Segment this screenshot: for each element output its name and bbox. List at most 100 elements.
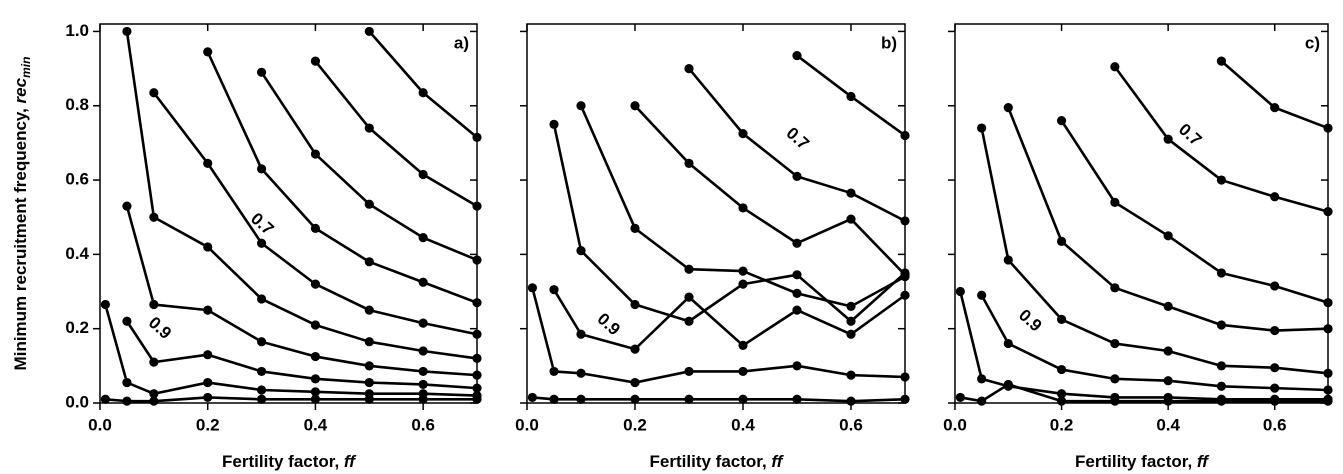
data-point [1056, 116, 1067, 126]
plot-frame [526, 23, 906, 404]
data-point [310, 387, 321, 397]
data-point [418, 318, 428, 328]
data-point [630, 377, 640, 388]
x-axis-label-var: ff [771, 452, 784, 471]
series-line [125, 320, 478, 390]
data-point [738, 203, 748, 213]
data-point [1270, 396, 1280, 406]
panel-label: b) [881, 33, 897, 52]
y-tick-label: 0.2 [65, 318, 89, 337]
data-point [792, 50, 802, 61]
data-point [1003, 338, 1013, 349]
data-point [418, 346, 428, 356]
panel-label: a) [454, 33, 469, 52]
data-point [418, 169, 428, 180]
data-point [738, 266, 748, 276]
data-point [846, 316, 856, 326]
data-point [1110, 197, 1120, 207]
data-point [310, 56, 321, 66]
data-point [792, 305, 802, 315]
data-point [122, 316, 132, 326]
data-point [1110, 396, 1120, 406]
y-tick-label: 1.0 [65, 21, 89, 40]
y-axis-label-var: rec [11, 77, 30, 103]
data-point [1110, 338, 1120, 349]
data-point [310, 394, 321, 404]
series-line [1113, 65, 1329, 213]
data-point [549, 366, 559, 377]
x-tick-label: 0.6 [839, 415, 863, 434]
data-point [310, 320, 321, 330]
data-point [364, 394, 374, 404]
data-point [977, 396, 987, 406]
data-point [792, 394, 802, 404]
data-point [846, 91, 856, 102]
data-point [1270, 103, 1280, 113]
data-point [203, 305, 213, 315]
data-point [846, 214, 856, 224]
data-point [364, 337, 374, 347]
data-point [310, 279, 321, 289]
data-point [549, 285, 559, 295]
data-point [1216, 381, 1227, 391]
data-point [1270, 192, 1280, 202]
data-point [418, 366, 428, 377]
data-point [549, 394, 559, 404]
series-line [634, 104, 906, 276]
x-tick-label: 0.0 [515, 415, 539, 434]
data-point [1110, 62, 1120, 72]
plot-frame [99, 23, 478, 404]
data-point [364, 199, 374, 209]
plot-frame [954, 23, 1329, 404]
data-point [1056, 236, 1067, 246]
x-axis-label: Fertility factor, ff [1075, 452, 1210, 471]
data-point [256, 366, 267, 377]
data-point [630, 299, 640, 310]
data-point [418, 394, 428, 404]
data-point [122, 26, 132, 37]
data-point [1056, 314, 1067, 324]
y-tick-label: 0.8 [65, 95, 89, 114]
x-axis-label-text: Fertility factor, [1075, 452, 1197, 471]
data-point [738, 279, 748, 289]
data-point [364, 305, 374, 315]
data-point [1110, 283, 1120, 293]
contour-label: 0.7 [783, 123, 813, 153]
data-point [1163, 231, 1173, 241]
data-point [418, 88, 428, 98]
data-point [149, 357, 159, 367]
x-axis-label: Fertility factor, ff [650, 452, 785, 471]
series-line [1060, 119, 1329, 304]
x-tick-label: 0.2 [196, 415, 220, 434]
x-axis-label: Fertility factor, ff [222, 452, 357, 471]
data-point [846, 301, 856, 311]
x-tick-label: 0.0 [88, 415, 112, 434]
data-point [527, 283, 538, 293]
series-line [206, 51, 478, 304]
data-point [310, 374, 321, 384]
data-point [1163, 134, 1173, 144]
contour-label: 0.7 [1175, 120, 1205, 150]
data-point [256, 294, 267, 304]
data-point [418, 277, 428, 287]
data-point [256, 337, 267, 347]
contour-label: 0.9 [145, 313, 175, 343]
data-point [203, 47, 213, 57]
data-point [1003, 379, 1013, 390]
data-point [149, 396, 159, 406]
data-point [684, 366, 694, 377]
data-point [1216, 396, 1227, 406]
series-line [980, 294, 1329, 392]
x-axis-label-text: Fertility factor, [222, 452, 344, 471]
data-point [1163, 376, 1173, 386]
data-point [1216, 175, 1227, 185]
data-point [684, 292, 694, 302]
y-axis-label-sub: min [19, 57, 33, 78]
data-point [1270, 325, 1280, 336]
series-line [1220, 60, 1329, 130]
data-point [792, 361, 802, 371]
data-point [1216, 56, 1227, 66]
data-point [576, 246, 586, 256]
data-point [576, 101, 586, 111]
